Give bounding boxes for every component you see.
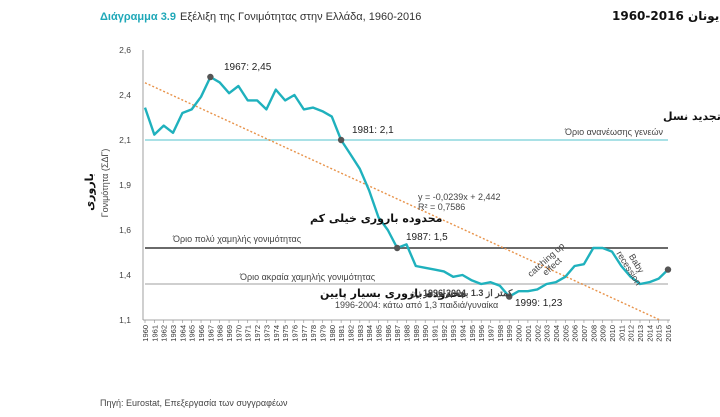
x-tick-label: 1986 [384,325,393,342]
x-tick-label: 1978 [309,325,318,342]
x-tick-label: 1981 [337,325,346,342]
x-tick-label: 2013 [636,325,645,342]
y-tick-label: 1,9 [119,180,131,190]
very-low-label: Όριο πολύ χαμηλής γονιμότητας [172,234,302,244]
x-tick-label: 2010 [608,325,617,342]
x-tick-label: 1963 [169,325,178,342]
x-tick-label: 1976 [290,325,299,342]
x-tick-label: 2000 [515,325,524,342]
x-tick-label: 1984 [365,325,374,342]
figure-title-persian: تغییرات باروری در یونان 2016-1960 [612,9,720,24]
y-tick-label: 2,1 [119,135,131,145]
y-tick-label: 2,4 [119,90,131,100]
x-tick-label: 1968 [216,325,225,342]
extremely-low-label: Όριο ακραία χαμηλής γονιμότητας [239,272,376,282]
trend-r2: R² = 0,7586 [418,202,465,212]
x-tick-label: 2005 [561,325,570,342]
fertility-series-line [143,75,669,298]
x-tick-label: 1991 [431,325,440,342]
x-tick-label: 1966 [197,325,206,342]
y-tick-label: 1,6 [119,225,131,235]
trend-line [144,82,661,321]
x-tick-label: 1997 [487,325,496,342]
x-tick-label: 1971 [244,325,253,342]
data-point-marker [506,293,513,300]
period-note-persian: کمتر از 1.3 بچه برای هر زن [410,288,513,299]
x-tick-label: 1983 [356,325,365,342]
source-note: Πηγή: Eurostat, Επεξεργασία των συγγραφέ… [100,398,288,408]
x-tick-label: 1994 [459,325,468,342]
x-tick-label: 1979 [318,325,327,342]
period-note-years: 1996-2004 [423,288,466,298]
replacement-persian-label: محدوده تجدید نسل [663,110,720,123]
x-tick-label: 1974 [272,325,281,342]
x-tick-label: 1995 [468,325,477,342]
y-axis-ticks: 1,1 1,4 1,6 1,9 2,1 2,4 2,6 [119,45,131,325]
x-tick-label: 1999 [505,325,514,342]
x-tick-label: 2011 [617,325,626,341]
x-tick-label: 1960 [141,325,150,342]
x-tick-label: 1965 [188,325,197,342]
annotation-markers [207,73,672,300]
data-point-marker [337,136,345,144]
x-tick-label: 1982 [346,325,355,342]
x-tick-label: 2003 [543,325,552,342]
x-tick-label: 2001 [524,325,533,342]
replacement-label: Όριο ανανέωσης γενεών [564,127,663,137]
data-point-marker [207,73,214,81]
y-tick-label: 2,6 [119,45,131,55]
y-tick-label: 1,1 [119,315,131,325]
figure-title-greek: Εξέλιξη της Γονιμότητας στην Ελλάδα, 196… [180,11,421,23]
x-tick-label: 1972 [253,325,262,342]
x-tick-label: 1962 [160,325,169,342]
x-axis-ticks: 1960 1961 1962 1963 1964 1965 1966 1967 1968 1969… [141,320,673,342]
period-note-greek: 1996-2004: κάτω από 1,3 παιδιά/γυναίκα [335,300,498,310]
x-tick-label: 1998 [496,325,505,342]
x-tick-label: 1973 [262,325,271,342]
trend-equation: y = -0,0239x + 2,442 [418,192,501,202]
y-tick-label: 1,4 [119,270,131,280]
x-tick-label: 1977 [300,325,309,342]
x-tick-label: 1987 [393,325,402,342]
x-tick-label: 1993 [449,325,458,342]
x-tick-label: 2006 [571,325,580,342]
x-tick-label: 2008 [589,325,598,342]
annotation-1981: 1981: 2,1 [352,125,394,136]
x-tick-label: 1961 [150,325,159,342]
data-point-marker [393,244,401,252]
x-tick-label: 1990 [421,325,430,342]
x-tick-label: 1996 [477,325,486,342]
x-tick-label: 2002 [533,325,542,342]
x-tick-label: 1988 [403,325,412,342]
x-tick-label: 1989 [412,325,421,342]
figure-label: Διάγραμμα 3.9 [100,11,176,23]
x-tick-label: 1964 [178,325,187,342]
y-axis-label-persian: باروری [83,173,96,211]
x-tick-label: 2007 [580,325,589,342]
annotation-1967: 1967: 2,45 [224,62,272,73]
annotation-1999: 1999: 1,23 [515,298,563,309]
annotation-1987: 1987: 1,5 [406,232,448,243]
extremely-low-persian-label: محدوده باروری بسیار پایین [320,287,466,300]
y-axis-label: Γονιμότητα (ΣΔΓ) [100,149,110,218]
x-tick-label: 2004 [552,325,561,342]
x-tick-label: 2016 [664,325,673,342]
x-tick-label: 2012 [627,325,636,342]
x-tick-label: 1970 [234,325,243,342]
x-tick-label: 1980 [328,325,337,342]
x-tick-label: 2014 [645,325,654,342]
data-point-marker [664,266,672,273]
x-tick-label: 2009 [599,325,608,342]
very-low-persian-label: محدوده باروری خیلی کم [310,212,442,225]
x-tick-label: 2015 [655,325,664,342]
x-tick-label: 1969 [225,325,234,342]
x-tick-label: 1967 [206,325,215,342]
x-tick-label: 1985 [374,325,383,342]
x-tick-label: 1992 [440,325,449,342]
x-tick-label: 1975 [281,325,290,342]
